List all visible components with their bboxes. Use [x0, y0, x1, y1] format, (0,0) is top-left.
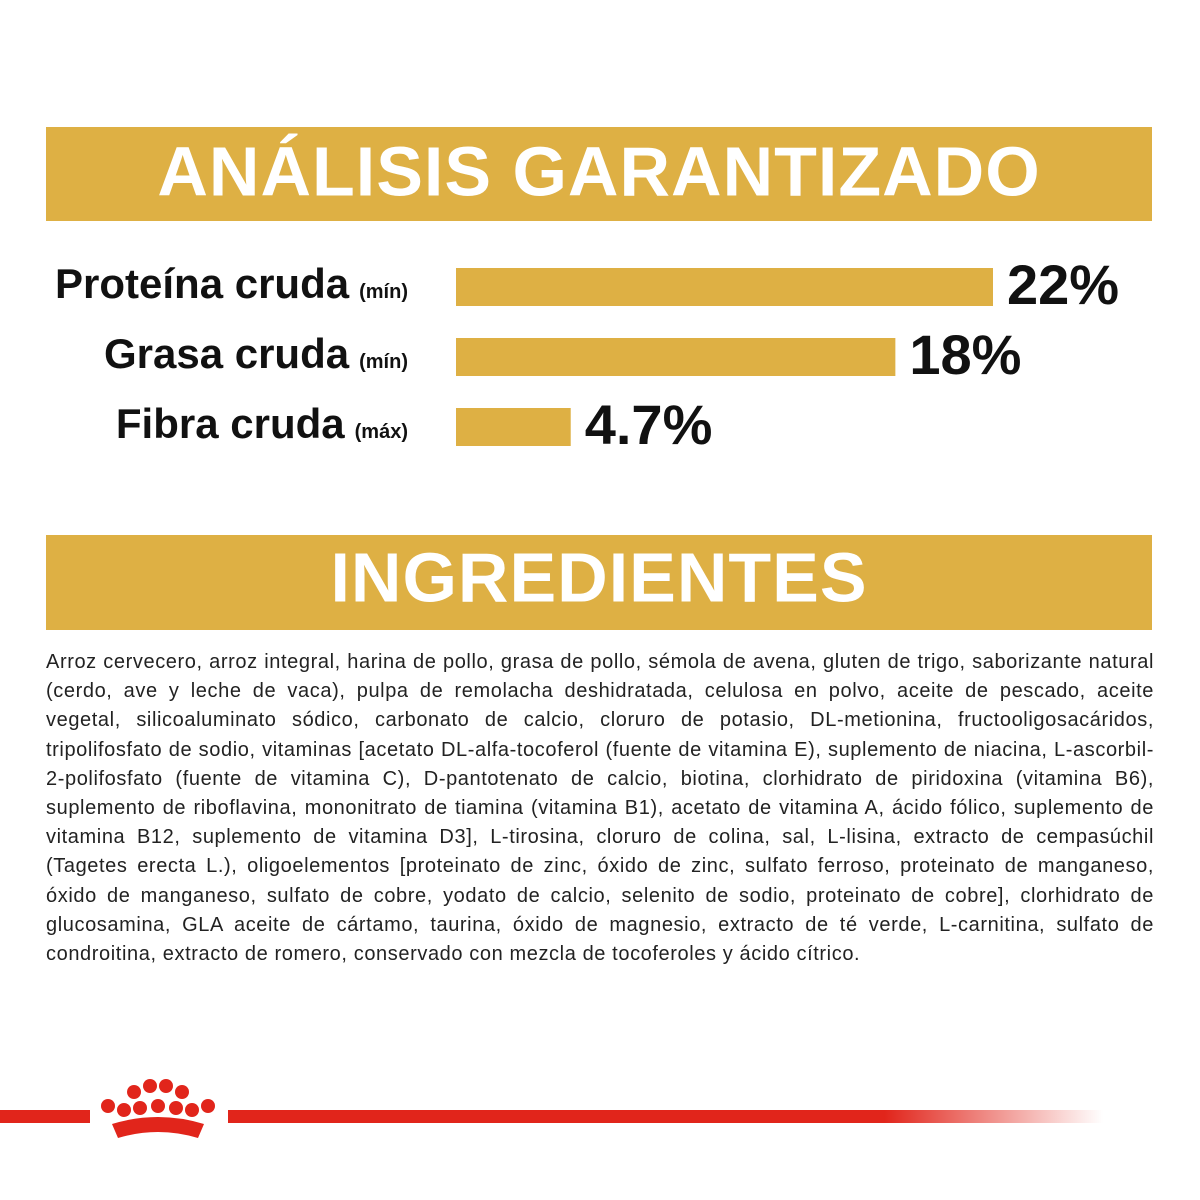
value-label: 18%: [909, 323, 1021, 386]
value-label: 4.7%: [585, 393, 713, 456]
bar: [456, 268, 993, 306]
value-label: 22%: [1007, 253, 1119, 316]
category-label: Grasa cruda (mín): [104, 330, 408, 377]
category-label: Fibra cruda (máx): [116, 400, 408, 447]
ingredients-title: INGREDIENTES: [330, 538, 867, 616]
header-band: [46, 127, 1152, 221]
analysis-title: ANÁLISIS GARANTIZADO: [157, 132, 1040, 210]
brand-logo: [101, 1079, 215, 1138]
header-band: [46, 535, 1152, 630]
bar: [456, 338, 896, 376]
category-qualifier: (mín): [359, 351, 408, 373]
category-qualifier: (máx): [355, 421, 408, 443]
category-name: Fibra cruda: [116, 400, 345, 447]
brand-line: [0, 1110, 90, 1123]
category-label: Proteína cruda (mín): [55, 260, 408, 307]
bar-chart: Proteína cruda (mín) 22% Grasa cruda (mín) 18…: [55, 253, 1119, 456]
category-name: Proteína cruda: [55, 260, 350, 307]
bar: [456, 408, 571, 446]
brand-line: [228, 1110, 1103, 1123]
ingredients-text: Arroz cervecero, arroz integral, harina …: [46, 651, 1154, 966]
category-name: Grasa cruda: [104, 330, 350, 377]
category-qualifier: (mín): [359, 281, 408, 303]
